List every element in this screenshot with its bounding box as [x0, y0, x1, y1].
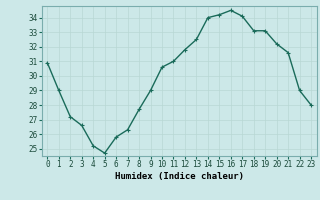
X-axis label: Humidex (Indice chaleur): Humidex (Indice chaleur) — [115, 172, 244, 181]
